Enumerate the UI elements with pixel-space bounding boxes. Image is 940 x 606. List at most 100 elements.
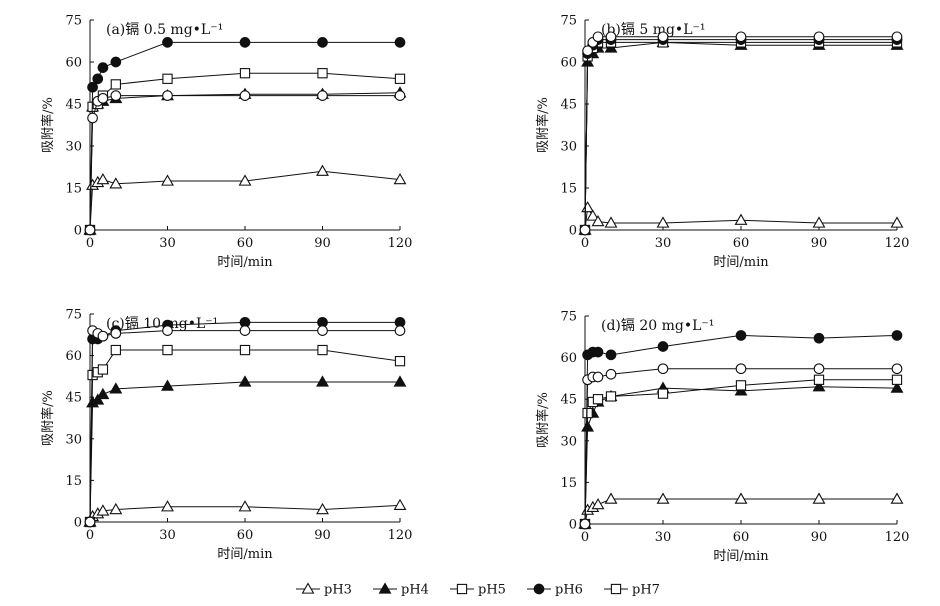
legend-marker bbox=[610, 583, 622, 595]
panel-a: 0 15 30 45 60 75 0 30 60 90 120 时间/min 吸附率/% (a)镉 0.5… bbox=[40, 14, 412, 271]
data-point bbox=[735, 31, 747, 43]
panel-title: (c)镉 10 mg•L⁻¹ bbox=[106, 316, 218, 332]
data-point bbox=[84, 224, 96, 236]
y-tick-label: 60 bbox=[560, 56, 577, 71]
x-tick-label: 30 bbox=[159, 236, 176, 251]
data-point bbox=[96, 172, 110, 185]
data-point bbox=[161, 174, 174, 186]
legend-item-ph3: pH3 bbox=[296, 582, 352, 598]
legend-item-ph6: pH6 bbox=[527, 583, 583, 598]
data-point bbox=[890, 381, 904, 393]
y-axis-label: 吸附率/% bbox=[535, 97, 551, 153]
y-tick-label: 0 bbox=[74, 224, 82, 239]
x-tick-label: 90 bbox=[314, 236, 331, 251]
legend-item-ph5: pH5 bbox=[450, 583, 506, 598]
data-point bbox=[239, 37, 251, 48]
data-point bbox=[161, 379, 174, 391]
legend-label: pH6 bbox=[555, 583, 583, 598]
data-point bbox=[162, 344, 173, 356]
data-point bbox=[735, 363, 747, 375]
data-point bbox=[238, 500, 252, 512]
data-point bbox=[657, 388, 669, 399]
panel-title: (a)镉 0.5 mg•L⁻¹ bbox=[106, 22, 223, 38]
data-point bbox=[110, 90, 122, 101]
x-tick-label: 0 bbox=[86, 528, 94, 543]
data-point bbox=[591, 497, 605, 510]
x-tick-label: 30 bbox=[655, 236, 672, 251]
series-ph5 bbox=[84, 344, 406, 528]
data-point bbox=[110, 79, 121, 90]
y-tick-label: 30 bbox=[560, 140, 577, 155]
data-point bbox=[317, 68, 328, 79]
data-point bbox=[317, 325, 328, 336]
data-point bbox=[813, 332, 825, 344]
data-point bbox=[317, 37, 328, 48]
legend-marker bbox=[378, 582, 392, 594]
y-tick-label: 45 bbox=[65, 98, 82, 113]
x-tick-label: 30 bbox=[159, 528, 176, 543]
series-ph3 bbox=[578, 492, 904, 529]
series-line bbox=[89, 95, 400, 231]
data-point bbox=[91, 393, 105, 405]
data-point bbox=[97, 62, 109, 73]
data-point bbox=[239, 325, 251, 336]
data-point bbox=[891, 363, 903, 375]
data-point bbox=[605, 349, 617, 361]
data-point bbox=[734, 492, 748, 504]
data-point bbox=[605, 391, 617, 402]
data-point bbox=[87, 112, 98, 124]
data-point bbox=[812, 492, 826, 504]
x-tick-label: 120 bbox=[885, 236, 910, 251]
y-tick-label: 0 bbox=[74, 516, 82, 531]
data-point bbox=[84, 516, 96, 528]
x-tick-label: 120 bbox=[388, 528, 413, 543]
legend-marker bbox=[456, 583, 468, 595]
y-tick-label: 60 bbox=[65, 349, 82, 364]
data-point bbox=[657, 341, 669, 352]
panel-c: 0 15 30 45 60 75 0 30 60 90 120 时间/min 吸附率/% (c)镉 10 … bbox=[40, 308, 412, 563]
panel-d: 0 15 30 45 60 75 0 30 60 90 120 时间/min 吸附率/% (d)镉 20 … bbox=[535, 310, 909, 565]
data-point bbox=[656, 216, 670, 228]
data-point bbox=[890, 216, 904, 228]
data-point bbox=[394, 325, 406, 336]
data-point bbox=[97, 330, 109, 342]
y-axis-label: 吸附率/% bbox=[535, 392, 551, 448]
data-point bbox=[97, 93, 109, 104]
data-point bbox=[891, 31, 903, 43]
series-ph7 bbox=[84, 325, 406, 528]
data-point bbox=[579, 518, 591, 530]
series-ph5 bbox=[579, 374, 903, 530]
y-tick-label: 75 bbox=[65, 308, 82, 323]
series-ph4 bbox=[578, 380, 904, 529]
data-point bbox=[579, 224, 591, 236]
y-tick-label: 15 bbox=[560, 182, 577, 197]
legend-marker bbox=[301, 582, 315, 594]
y-axis-label: 吸附率/% bbox=[40, 97, 56, 153]
x-tick-label: 60 bbox=[733, 530, 750, 545]
y-tick-label: 75 bbox=[560, 14, 577, 29]
x-tick-label: 0 bbox=[86, 236, 94, 251]
x-tick-label: 0 bbox=[581, 530, 589, 545]
y-tick-label: 15 bbox=[65, 182, 82, 197]
x-tick-label: 90 bbox=[314, 528, 331, 543]
data-point bbox=[813, 374, 825, 385]
data-point bbox=[812, 216, 826, 228]
series-line bbox=[584, 41, 897, 231]
legend-label: pH3 bbox=[324, 583, 352, 598]
data-point bbox=[239, 68, 251, 79]
data-point bbox=[891, 374, 903, 385]
data-point bbox=[239, 90, 251, 101]
legend-label: pH7 bbox=[632, 583, 660, 598]
data-point bbox=[394, 355, 406, 367]
data-point bbox=[592, 31, 604, 43]
series-line bbox=[584, 36, 897, 231]
data-point bbox=[605, 368, 617, 380]
data-point bbox=[605, 31, 617, 43]
data-point bbox=[393, 375, 407, 387]
data-point bbox=[162, 325, 173, 336]
data-point bbox=[162, 37, 173, 48]
data-point bbox=[592, 371, 604, 383]
series-ph6 bbox=[84, 37, 406, 236]
